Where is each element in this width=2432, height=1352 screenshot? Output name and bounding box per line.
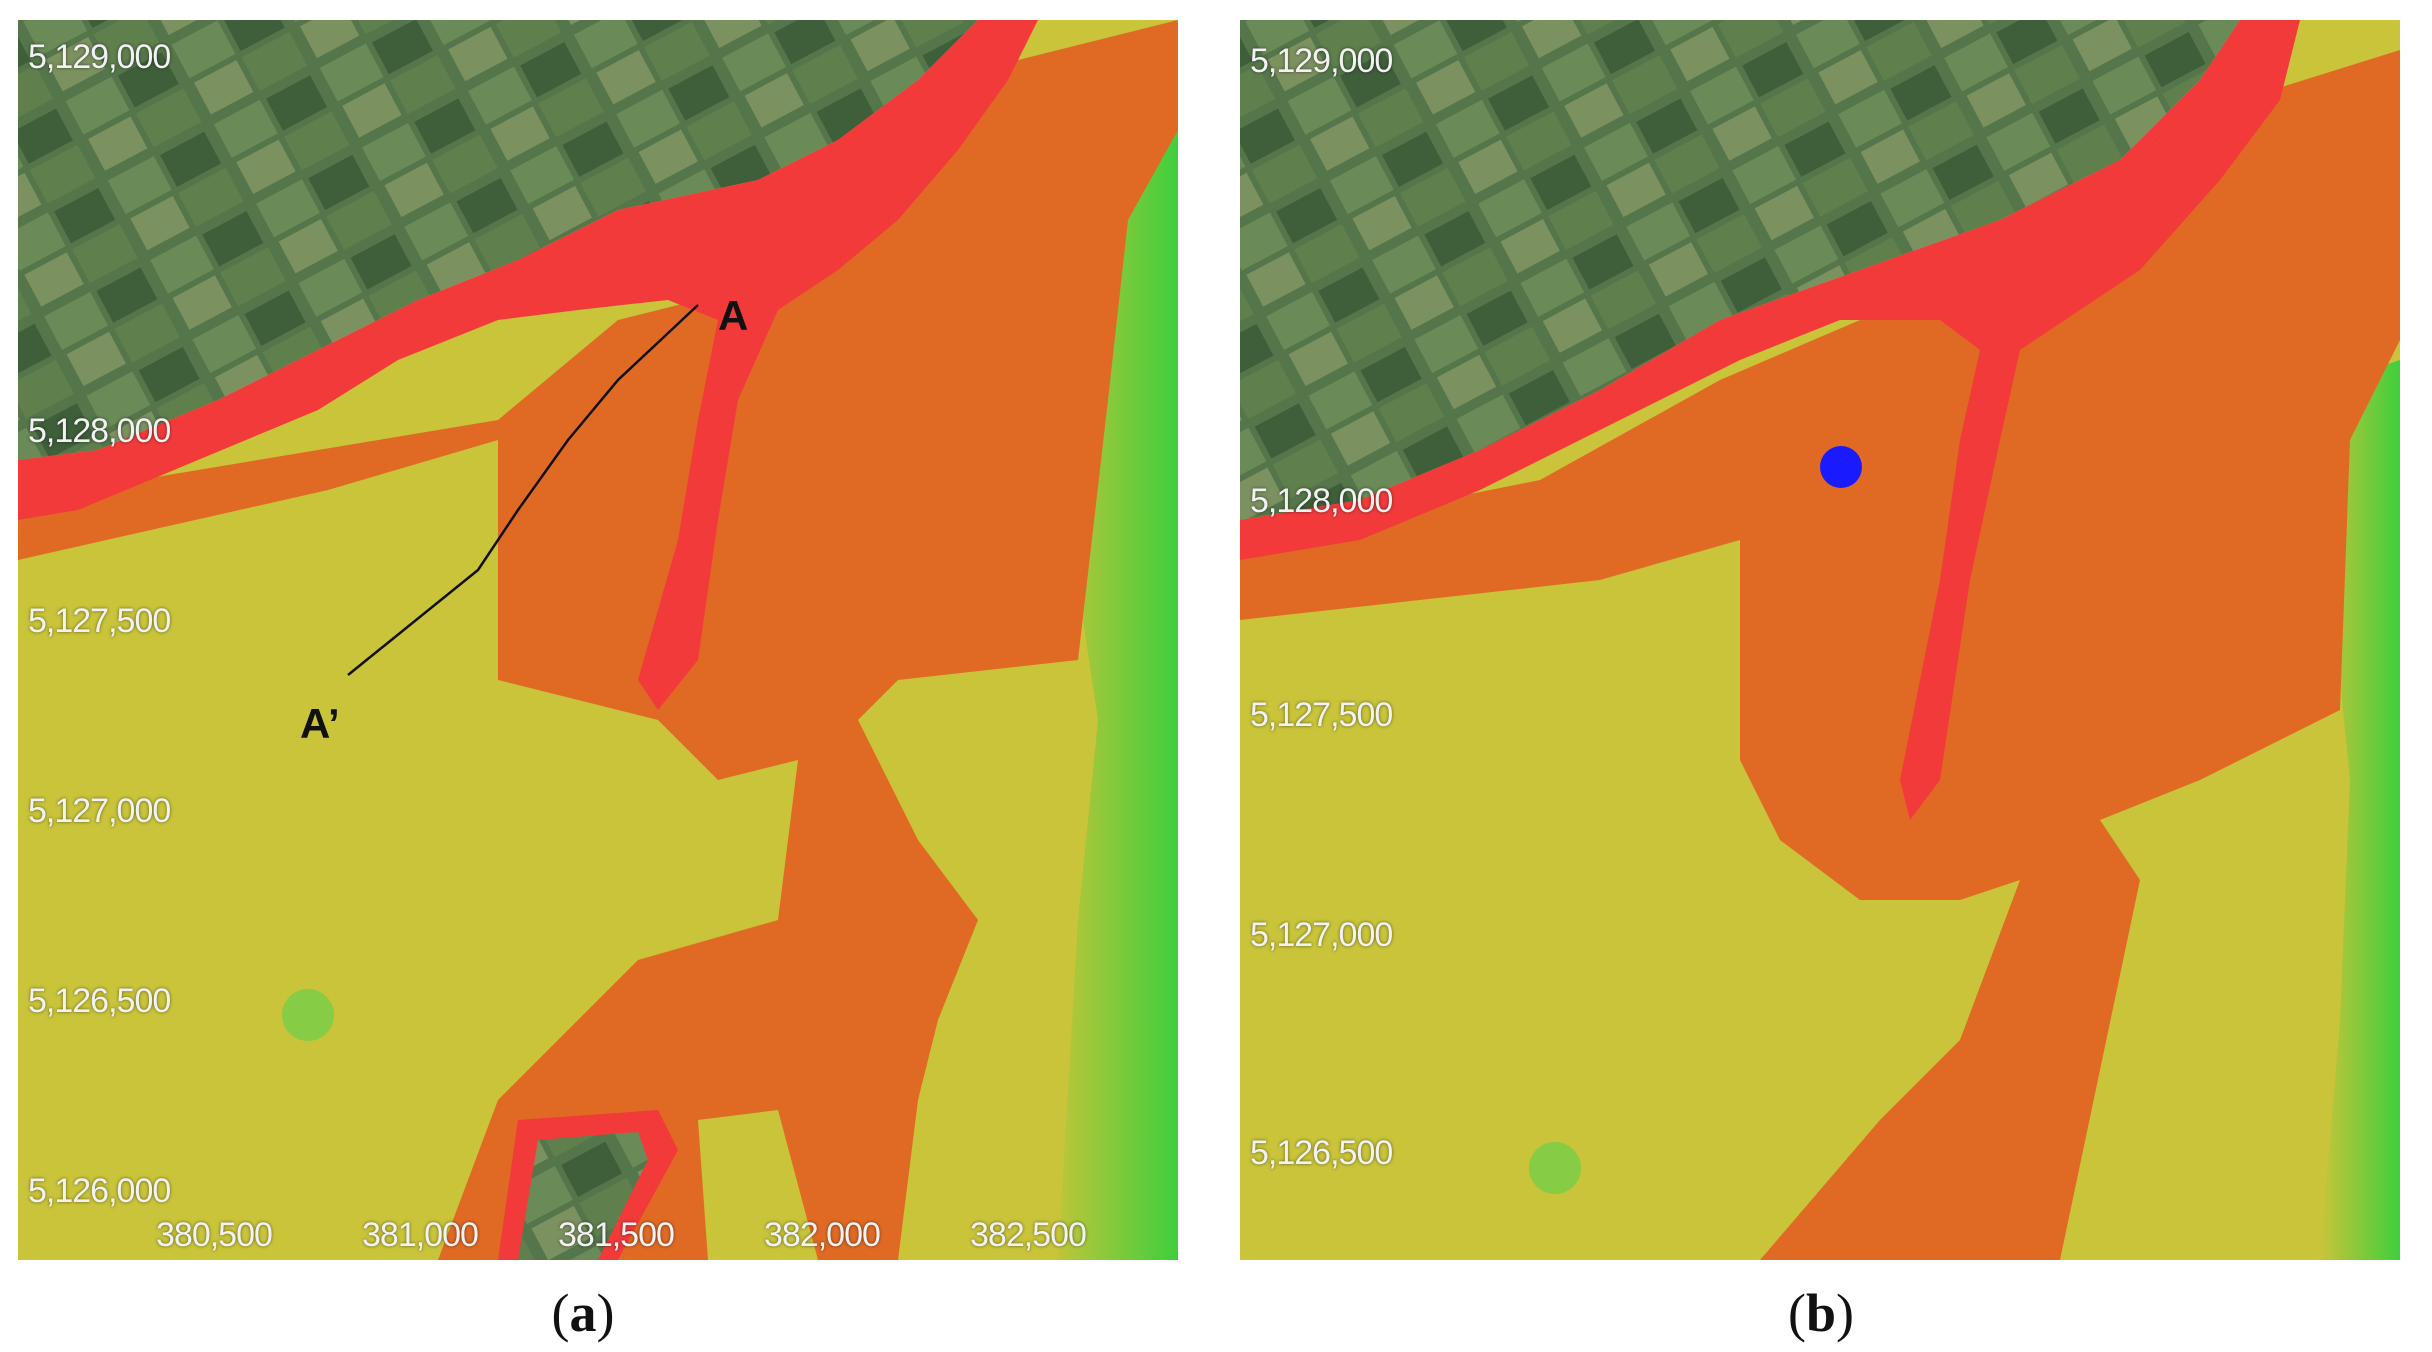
x-tick-label: 382,500	[970, 1216, 1087, 1254]
section-start-label: A	[718, 292, 749, 339]
map-b-graphic	[1240, 20, 2400, 1260]
zone-high	[1240, 20, 2300, 820]
y-tick-label: 5,127,500	[1250, 696, 1393, 734]
map-panel-b: 5,129,000 5,128,000 5,127,500 5,127,000 …	[1240, 20, 2400, 1260]
caption-b: (b)	[1787, 1283, 1854, 1343]
land-area	[18, 20, 978, 460]
y-tick-label: 5,127,500	[28, 602, 171, 640]
land-area	[1240, 20, 2240, 520]
y-tick-label: 5,128,000	[1250, 482, 1393, 520]
x-tick-label: 380,500	[156, 1216, 273, 1254]
y-tick-label: 5,126,000	[28, 1172, 171, 1210]
y-tick-label: 5,126,500	[28, 982, 171, 1020]
y-tick-label: 5,126,500	[1250, 1134, 1393, 1172]
y-tick-label: 5,129,000	[1250, 42, 1393, 80]
x-tick-label: 382,000	[764, 1216, 881, 1254]
y-tick-label: 5,128,000	[28, 412, 171, 450]
observation-point-marker	[1820, 446, 1862, 488]
zone-medium-high	[18, 20, 1178, 1260]
map-a-graphic	[18, 20, 1178, 1260]
y-tick-label: 5,127,000	[1250, 916, 1393, 954]
map-panel-a: A A’ 5,129,000 5,128,000 5,127,500 5,127…	[18, 20, 1178, 1260]
x-tick-label: 381,500	[558, 1216, 675, 1254]
zone-high	[18, 20, 1038, 710]
zone-medium-high	[1240, 50, 2400, 1260]
caption-a: (a)	[551, 1283, 615, 1343]
y-tick-label: 5,129,000	[28, 38, 171, 76]
section-end-label: A’	[300, 700, 340, 747]
y-tick-label: 5,127,000	[28, 792, 171, 830]
cross-section-line	[347, 304, 699, 676]
x-tick-label: 381,000	[362, 1216, 479, 1254]
